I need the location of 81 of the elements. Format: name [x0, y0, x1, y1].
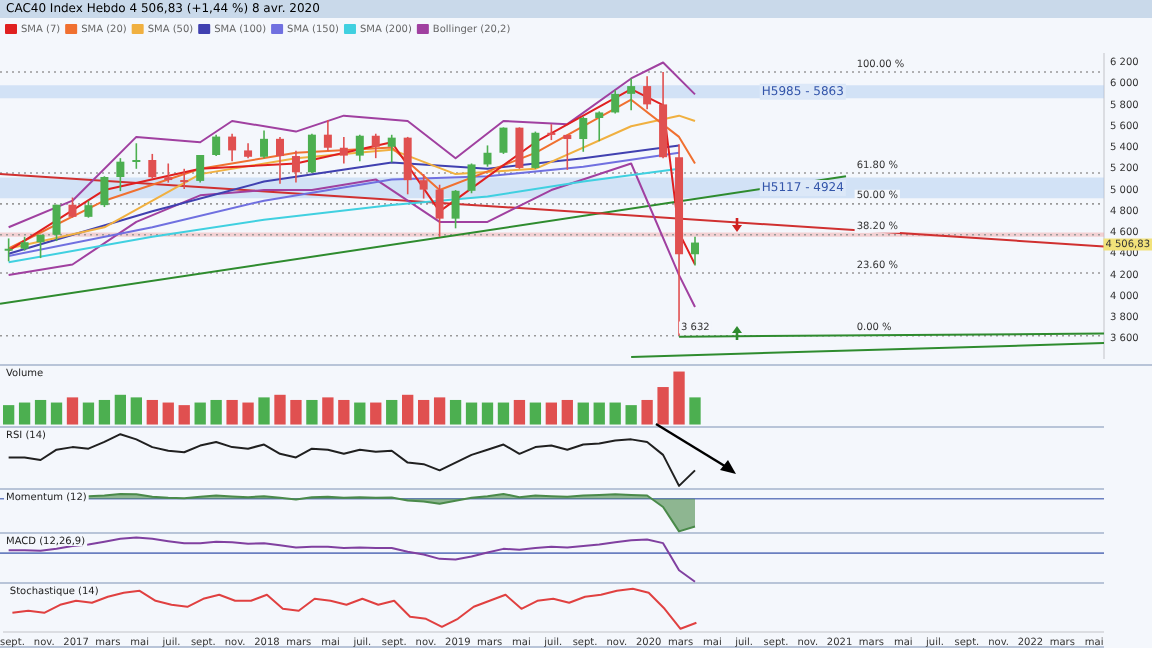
candlestick [563, 133, 572, 171]
candlestick [403, 136, 412, 196]
bar [386, 399, 398, 425]
candlestick [228, 132, 237, 163]
candlestick [595, 110, 604, 142]
candlestick [212, 133, 221, 157]
bar [449, 399, 462, 425]
candlestick [132, 142, 141, 170]
bar [657, 387, 669, 425]
candlestick [419, 173, 428, 200]
candlestick [307, 132, 316, 174]
candlestick [196, 154, 205, 184]
candlestick [691, 236, 700, 267]
bar [290, 399, 302, 425]
candlestick [451, 189, 460, 230]
candlestick [148, 153, 157, 180]
bar [194, 402, 206, 425]
bar [370, 402, 382, 425]
bar [130, 397, 142, 425]
bar [306, 399, 318, 425]
candlestick [371, 132, 380, 159]
candlestick [355, 133, 364, 163]
bar [625, 405, 637, 425]
bar [641, 399, 653, 425]
bar [417, 399, 430, 425]
bar [82, 402, 95, 425]
bar [354, 402, 366, 425]
candlestick [275, 136, 284, 185]
candlestick [4, 237, 13, 263]
bar [50, 402, 63, 425]
bar [114, 394, 127, 425]
bar [577, 402, 589, 425]
bar [481, 402, 494, 425]
candlestick [515, 126, 524, 170]
bar [593, 402, 605, 425]
bar [497, 402, 510, 425]
bar [18, 402, 31, 425]
bar [465, 402, 478, 425]
candlestick [68, 196, 77, 219]
bar [433, 397, 446, 425]
candlestick [339, 136, 348, 165]
candlestick [435, 183, 444, 238]
candlestick [467, 162, 476, 195]
bar [513, 399, 526, 425]
candlestick [611, 89, 620, 115]
bar [274, 394, 286, 425]
bar [609, 402, 621, 425]
bar [2, 405, 15, 425]
bar [258, 397, 270, 425]
candlestick [180, 168, 189, 190]
candlestick [260, 129, 269, 159]
bar [226, 399, 238, 425]
candlestick [52, 203, 61, 242]
bar [338, 399, 350, 425]
candlestick [323, 119, 332, 152]
bar [98, 399, 111, 425]
candlestick [627, 77, 636, 112]
candlestick [291, 149, 300, 184]
bar [178, 405, 190, 425]
bar [146, 399, 158, 425]
candlestick [100, 175, 109, 208]
bar [545, 402, 558, 425]
bar [529, 402, 542, 425]
candlestick [499, 126, 508, 155]
bar [673, 371, 685, 425]
candlestick [116, 157, 125, 192]
candlestick [164, 162, 173, 184]
candlestick [643, 75, 652, 111]
bar [210, 399, 222, 425]
bar [242, 402, 254, 425]
bar [402, 394, 414, 425]
candlestick [387, 133, 396, 164]
bar [66, 397, 79, 425]
candlestick [483, 144, 492, 168]
candlestick [531, 130, 540, 170]
bar [689, 397, 701, 425]
bar [322, 397, 334, 425]
candlestick [579, 115, 588, 153]
bar [162, 402, 174, 425]
bar [34, 399, 47, 425]
bar [561, 399, 573, 425]
